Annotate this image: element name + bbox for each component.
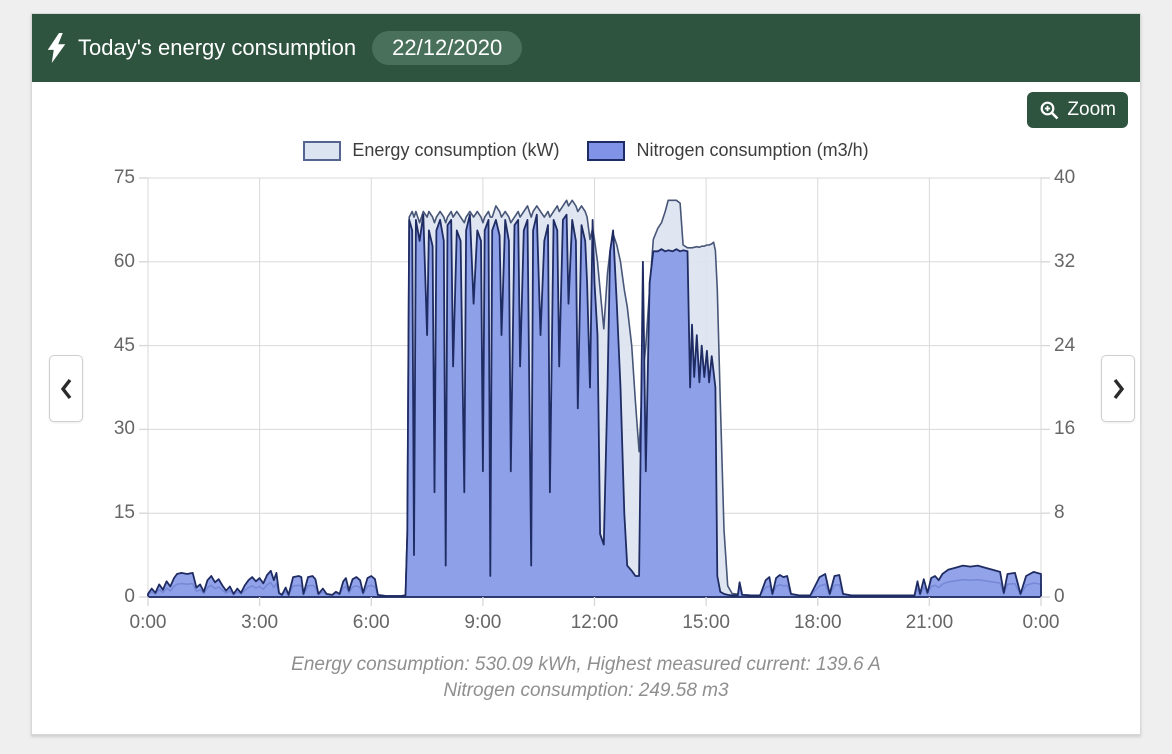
y-left-tick-label: 30 [113,418,135,440]
y-right-tick-label: 0 [1054,586,1065,607]
y-left-tick-label: 15 [113,502,135,524]
x-tick-label: 0:00 [1022,612,1060,633]
chevron-left-icon [60,378,73,400]
x-tick-label: 12:00 [570,612,619,633]
legend-item-energy[interactable]: Energy consumption (kW) [303,140,559,161]
caption-line-energy: Energy consumption: 530.09 kWh, Highest … [291,654,881,675]
card-header: Today's energy consumption 22/12/2020 [32,14,1140,82]
chart-caption: Energy consumption: 530.09 kWh, Highest … [32,652,1140,704]
x-tick-label: 15:00 [682,612,730,633]
caption-line-nitrogen: Nitrogen consumption: 249.58 m3 [443,680,729,701]
y-right-tick-label: 8 [1054,502,1065,524]
x-tick-label: 3:00 [241,612,279,633]
x-tick-label: 18:00 [793,612,842,633]
energy-legend-swatch [303,140,342,161]
y-right-tick-label: 40 [1054,167,1076,188]
energy-legend-label: Energy consumption (kW) [352,140,560,160]
y-left-tick-label: 75 [113,167,135,188]
lightning-bolt-icon [47,33,66,63]
y-left-tick-label: 60 [113,250,135,272]
page-title: Today's energy consumption [78,35,357,60]
x-tick-label: 9:00 [464,612,502,633]
legend-item-nitrogen[interactable]: Nitrogen consumption (m3/h) [587,140,869,161]
y-left-tick-label: 45 [113,334,135,356]
magnifier-plus-icon [1039,100,1060,121]
zoom-button[interactable]: Zoom [1027,92,1128,128]
y-right-tick-label: 16 [1054,418,1076,440]
chart-legend: Energy consumption (kW) Nitrogen consump… [32,140,1140,161]
zoom-button-label: Zoom [1067,99,1116,120]
x-tick-label: 0:00 [129,612,167,633]
y-right-tick-label: 24 [1054,334,1076,356]
chevron-right-icon [1112,378,1125,400]
previous-day-button[interactable] [49,355,83,422]
date-badge: 22/12/2020 [372,31,523,65]
nitrogen-legend-swatch [587,140,626,161]
nitrogen-legend-label: Nitrogen consumption (m3/h) [636,140,869,160]
y-right-tick-label: 32 [1054,250,1076,272]
y-left-tick-label: 0 [124,586,135,607]
x-tick-label: 21:00 [905,612,954,633]
next-day-button[interactable] [1101,355,1135,422]
chart-plot-area[interactable] [32,14,1140,734]
energy-consumption-card: Today's energy consumption 22/12/2020 Zo… [31,13,1141,735]
x-tick-label: 6:00 [352,612,390,633]
